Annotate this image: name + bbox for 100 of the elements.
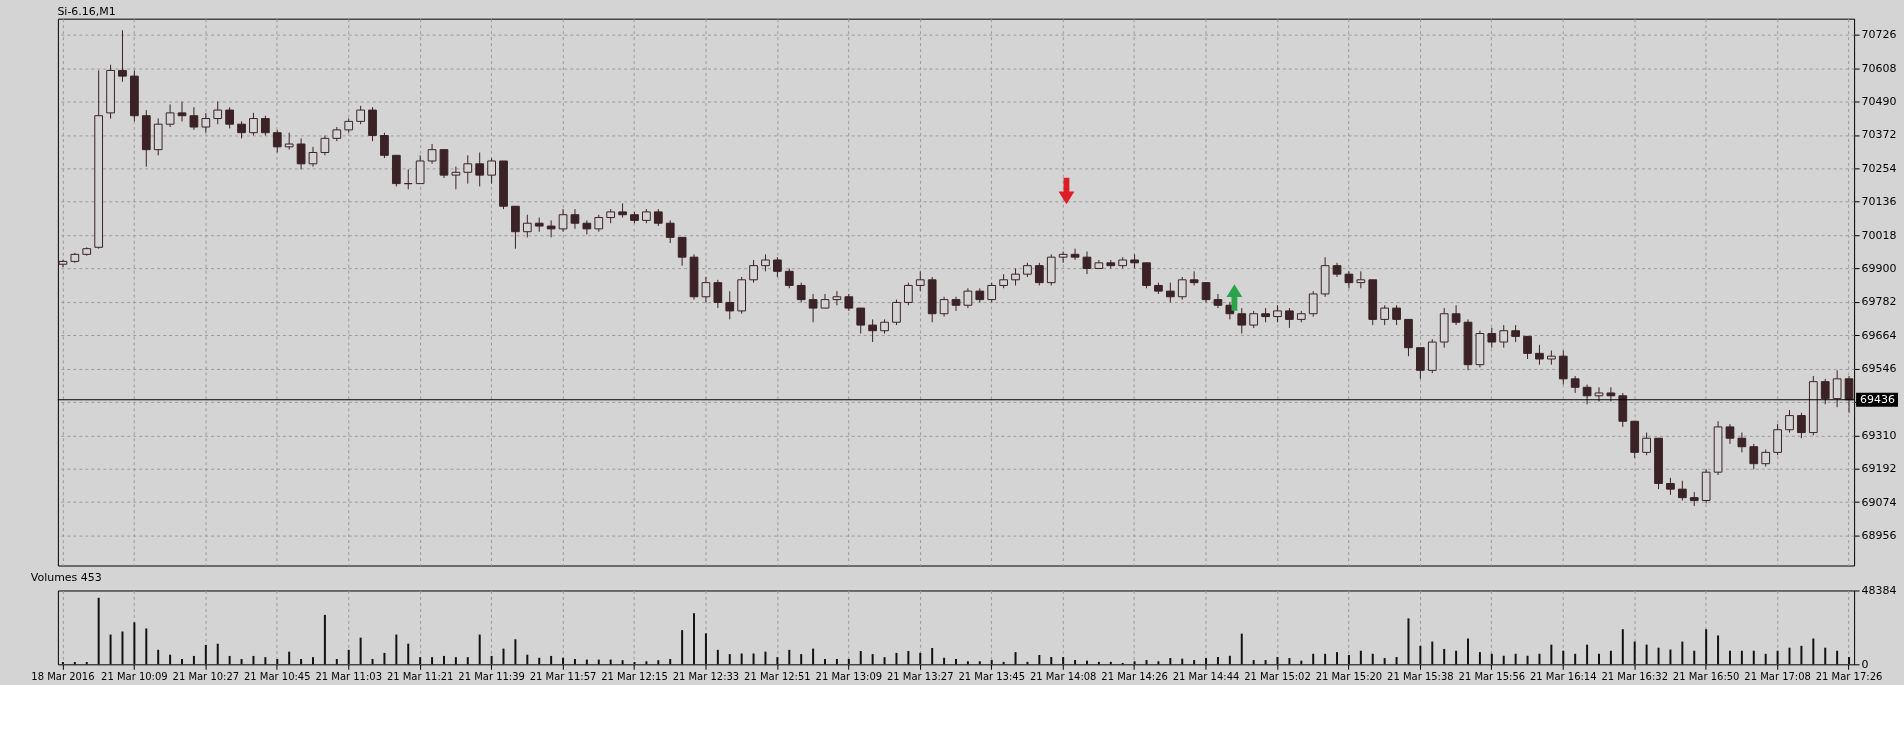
x-tick-label: 21 Mar 13:09	[815, 670, 883, 682]
candlestick	[380, 132, 389, 159]
bar	[288, 651, 291, 665]
bar	[181, 658, 184, 665]
x-tick-label: 21 Mar 13:27	[886, 670, 954, 682]
bar	[1693, 650, 1696, 665]
candlestick	[1189, 270, 1199, 286]
bar	[1336, 652, 1339, 665]
y-tick-label: 69546	[1861, 362, 1897, 376]
candlestick	[356, 105, 365, 125]
y-tick-label: 70136	[1861, 195, 1897, 209]
candlestick	[165, 103, 175, 128]
candlestick	[1177, 276, 1187, 301]
x-tick-label: 21 Mar 16:50	[1672, 670, 1740, 682]
x-tick-label: 21 Mar 10:45	[243, 670, 311, 682]
candlestick	[522, 214, 532, 238]
bar	[1788, 647, 1791, 665]
candlestick	[725, 290, 735, 320]
bar	[466, 657, 469, 665]
bar	[157, 649, 160, 665]
candlestick	[463, 154, 473, 185]
bar	[1419, 645, 1422, 665]
bar	[1514, 653, 1517, 665]
x-tick-label: 21 Mar 16:14	[1529, 670, 1597, 682]
x-tick-label: 21 Mar 14:08	[1029, 670, 1097, 682]
y-tick-label: 68956	[1861, 529, 1897, 543]
bar	[1455, 650, 1458, 665]
bar	[1597, 653, 1600, 665]
candlestick	[1725, 423, 1735, 445]
bar	[371, 658, 374, 665]
bar	[419, 657, 422, 665]
y-tick-label: 70018	[1861, 228, 1897, 242]
bar	[871, 654, 874, 665]
candlestick	[249, 112, 258, 137]
bar	[1764, 653, 1767, 665]
bar	[1276, 657, 1279, 665]
bar	[276, 658, 279, 665]
candlestick	[415, 154, 425, 185]
bar	[1359, 650, 1362, 665]
candlestick	[713, 279, 723, 309]
candlestick	[570, 208, 580, 230]
candlestick	[939, 296, 949, 318]
bar	[97, 597, 100, 665]
bar	[728, 654, 731, 665]
x-tick-label: 21 Mar 11:57	[529, 670, 597, 682]
x-tick-label: 21 Mar 11:39	[458, 670, 525, 682]
x-tick-label: 21 Mar 14:44	[1172, 670, 1240, 682]
bar	[1502, 655, 1505, 665]
candlestick	[177, 101, 187, 122]
bar	[966, 661, 969, 665]
bar	[192, 655, 195, 665]
x-tick-label: 21 Mar 14:26	[1101, 670, 1168, 682]
candlestick	[963, 287, 973, 309]
bar	[1740, 650, 1743, 665]
bar	[1371, 653, 1374, 665]
candlestick	[1832, 369, 1842, 408]
bar	[1133, 661, 1136, 665]
bar	[109, 634, 112, 665]
candlestick	[487, 157, 496, 185]
candlestick	[272, 129, 282, 153]
bar	[788, 649, 791, 665]
candlestick	[1487, 327, 1497, 349]
x-tick-label: 21 Mar 10:27	[172, 670, 240, 682]
x-tick-label: 21 Mar 10:09	[101, 670, 168, 682]
candlestick	[784, 267, 794, 289]
candlestick	[1677, 480, 1687, 501]
candlestick	[1201, 282, 1211, 303]
y-tick-label: 70726	[1861, 28, 1897, 42]
bar	[657, 660, 660, 665]
bar	[1062, 657, 1065, 665]
bar	[431, 657, 434, 665]
candlestick	[677, 236, 687, 267]
candlestick	[308, 146, 318, 168]
chart-title: Si-6.16,M1	[57, 4, 116, 18]
y-tick-label: 70490	[1861, 95, 1897, 109]
candlestick	[773, 256, 782, 278]
bar	[1562, 650, 1565, 665]
candlestick	[475, 151, 485, 187]
candlestick	[1213, 293, 1223, 309]
bar	[1728, 650, 1731, 665]
bar	[335, 658, 338, 665]
candlestick	[868, 318, 878, 343]
bar	[383, 652, 386, 665]
y-tick-label: 70372	[1861, 128, 1897, 142]
candlestick	[1749, 443, 1759, 470]
candlestick	[118, 29, 127, 83]
x-tick-label: 21 Mar 15:02	[1244, 670, 1311, 682]
bar	[1240, 633, 1243, 665]
bar	[835, 658, 838, 665]
candlestick	[1737, 432, 1747, 453]
bar	[1467, 638, 1470, 665]
y-tick-label: 69782	[1861, 295, 1897, 309]
candlestick	[546, 219, 556, 238]
candlestick	[1606, 386, 1616, 402]
bar	[204, 644, 207, 665]
candlestick	[1070, 248, 1080, 261]
candlestick	[296, 137, 306, 170]
x-tick-label: 21 Mar 17:26	[1815, 670, 1883, 682]
bar	[145, 628, 148, 665]
bar	[1407, 618, 1410, 665]
